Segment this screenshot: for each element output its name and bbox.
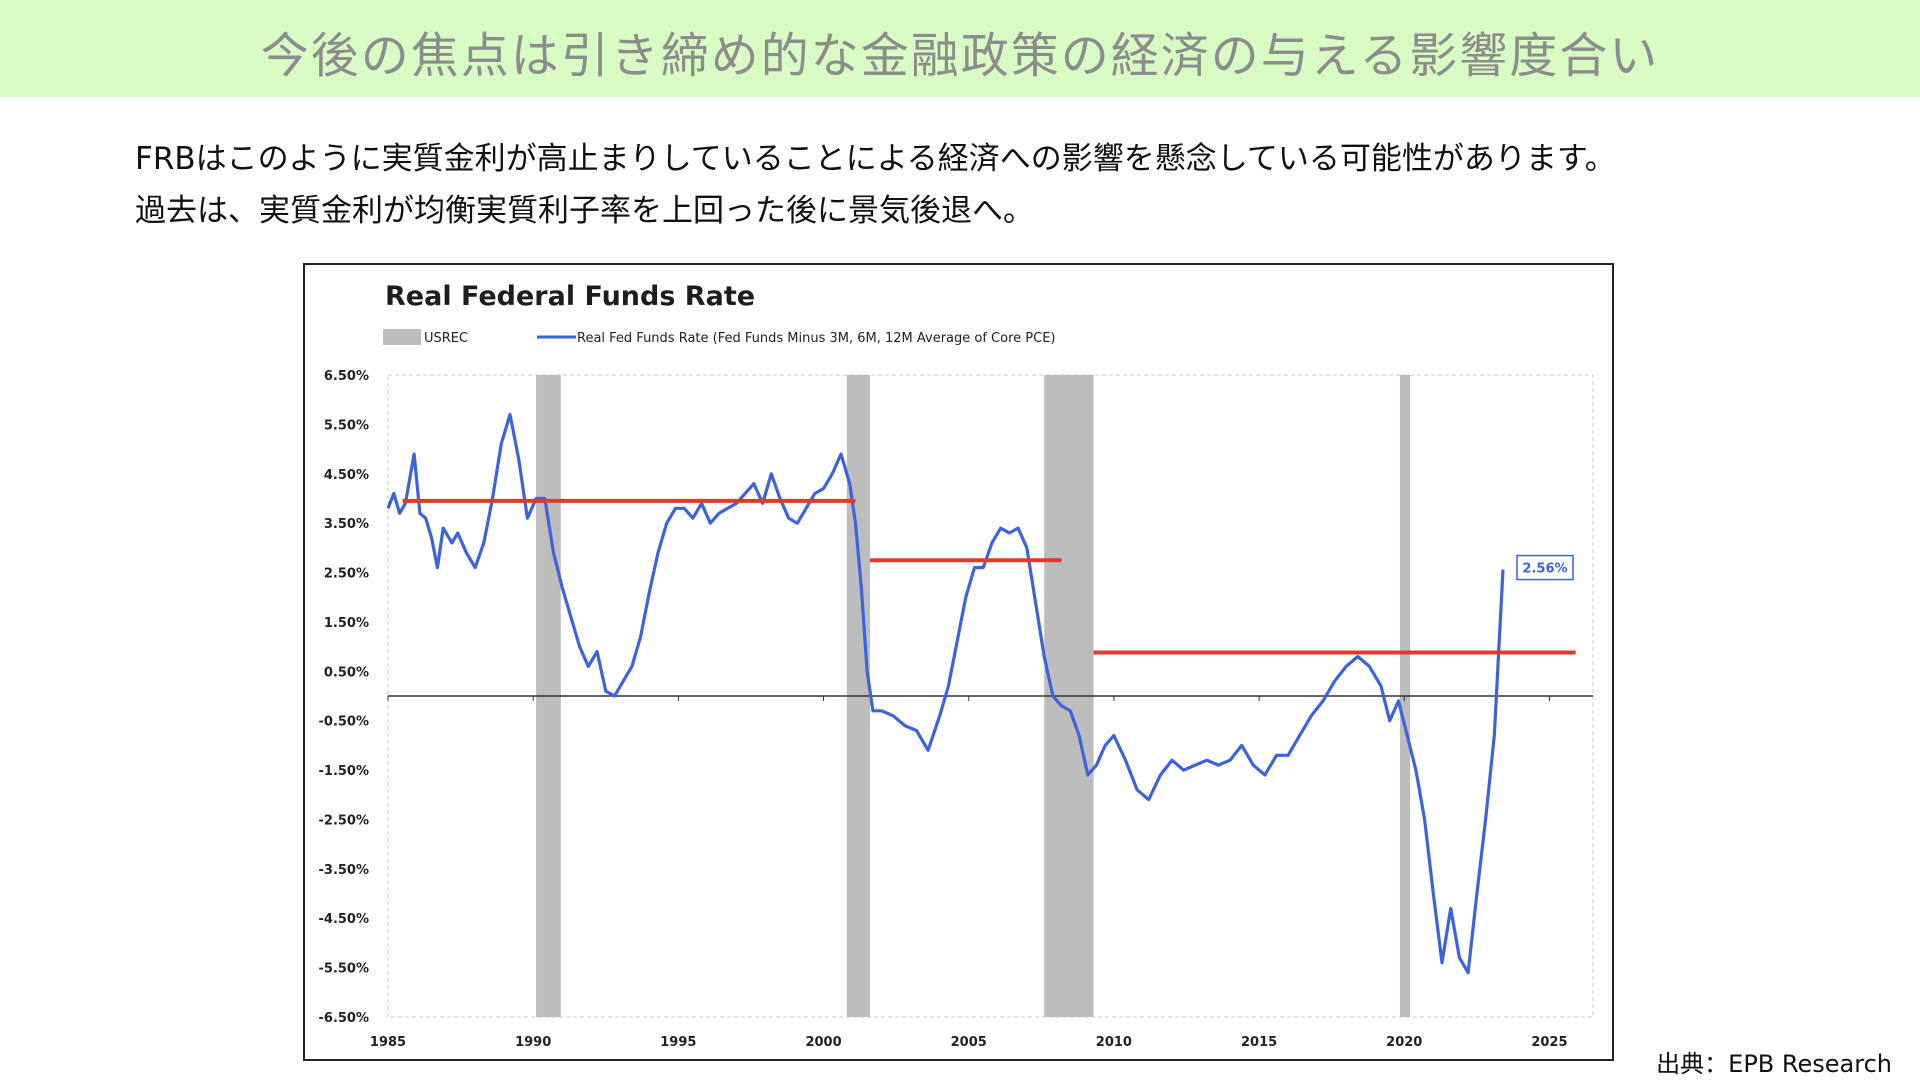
y-tick-label: 3.50% bbox=[324, 517, 369, 532]
y-tick-label: 4.50% bbox=[324, 468, 369, 483]
x-tick-label: 2020 bbox=[1386, 1035, 1422, 1050]
y-tick-label: -6.50% bbox=[319, 1011, 370, 1026]
series-line-real-ffr bbox=[386, 412, 1505, 975]
y-tick-label: -3.50% bbox=[319, 863, 370, 878]
chart-frame: Real Federal Funds Rate USREC Real Fed Fun… bbox=[303, 263, 1614, 1061]
header-band bbox=[0, 0, 1920, 97]
x-tick-label: 2025 bbox=[1531, 1035, 1567, 1050]
x-tick-label: 2015 bbox=[1241, 1035, 1277, 1050]
y-tick-label: 0.50% bbox=[324, 665, 369, 680]
annotation-label: 2.56% bbox=[1522, 562, 1567, 577]
body-line-1: FRBはこのように実質金利が高止まりしていることによる経済への影響を懸念している… bbox=[135, 141, 1616, 177]
x-tick-label: 1995 bbox=[660, 1035, 696, 1050]
legend-label-usrec: USREC bbox=[424, 331, 468, 346]
annotation-box bbox=[1516, 554, 1574, 581]
y-tick-label: 2.50% bbox=[324, 567, 369, 582]
legend-label-real-ffr: Real Fed Funds Rate (Fed Funds Minus 3M,… bbox=[577, 331, 1055, 346]
body-line-2: 過去は、実質金利が均衡実質利子率を上回った後に景気後退へ。 bbox=[135, 193, 1034, 229]
chart-title: Real Federal Funds Rate bbox=[385, 281, 755, 312]
x-tick-label: 1985 bbox=[370, 1035, 406, 1050]
body-text: FRBはこのように実質金利が高止まりしていることによる経済への影響を懸念している… bbox=[135, 133, 1616, 237]
y-tick-label: 6.50% bbox=[324, 369, 369, 384]
x-tick-label: 2005 bbox=[951, 1035, 987, 1050]
source-note: 出典：EPB Research bbox=[1656, 1050, 1892, 1078]
legend-swatch-usrec bbox=[383, 329, 421, 345]
x-tick-label: 1990 bbox=[515, 1035, 551, 1050]
y-tick-label: -2.50% bbox=[319, 813, 370, 828]
page-title: 今後の焦点は引き締め的な金融政策の経済の与える影響度合い bbox=[260, 28, 1660, 84]
y-tick-label: -5.50% bbox=[319, 962, 370, 977]
y-tick-label: -4.50% bbox=[319, 912, 370, 927]
y-tick-label: 1.50% bbox=[324, 616, 369, 631]
x-tick-label: 2000 bbox=[805, 1035, 841, 1050]
x-tick-label: 2010 bbox=[1096, 1035, 1132, 1050]
y-tick-label: 5.50% bbox=[324, 418, 369, 433]
real-fed-funds-chart: Real Federal Funds Rate USREC Real Fed Fun… bbox=[319, 281, 1594, 1050]
y-tick-label: -0.50% bbox=[319, 715, 370, 730]
y-tick-label: -1.50% bbox=[319, 764, 370, 779]
